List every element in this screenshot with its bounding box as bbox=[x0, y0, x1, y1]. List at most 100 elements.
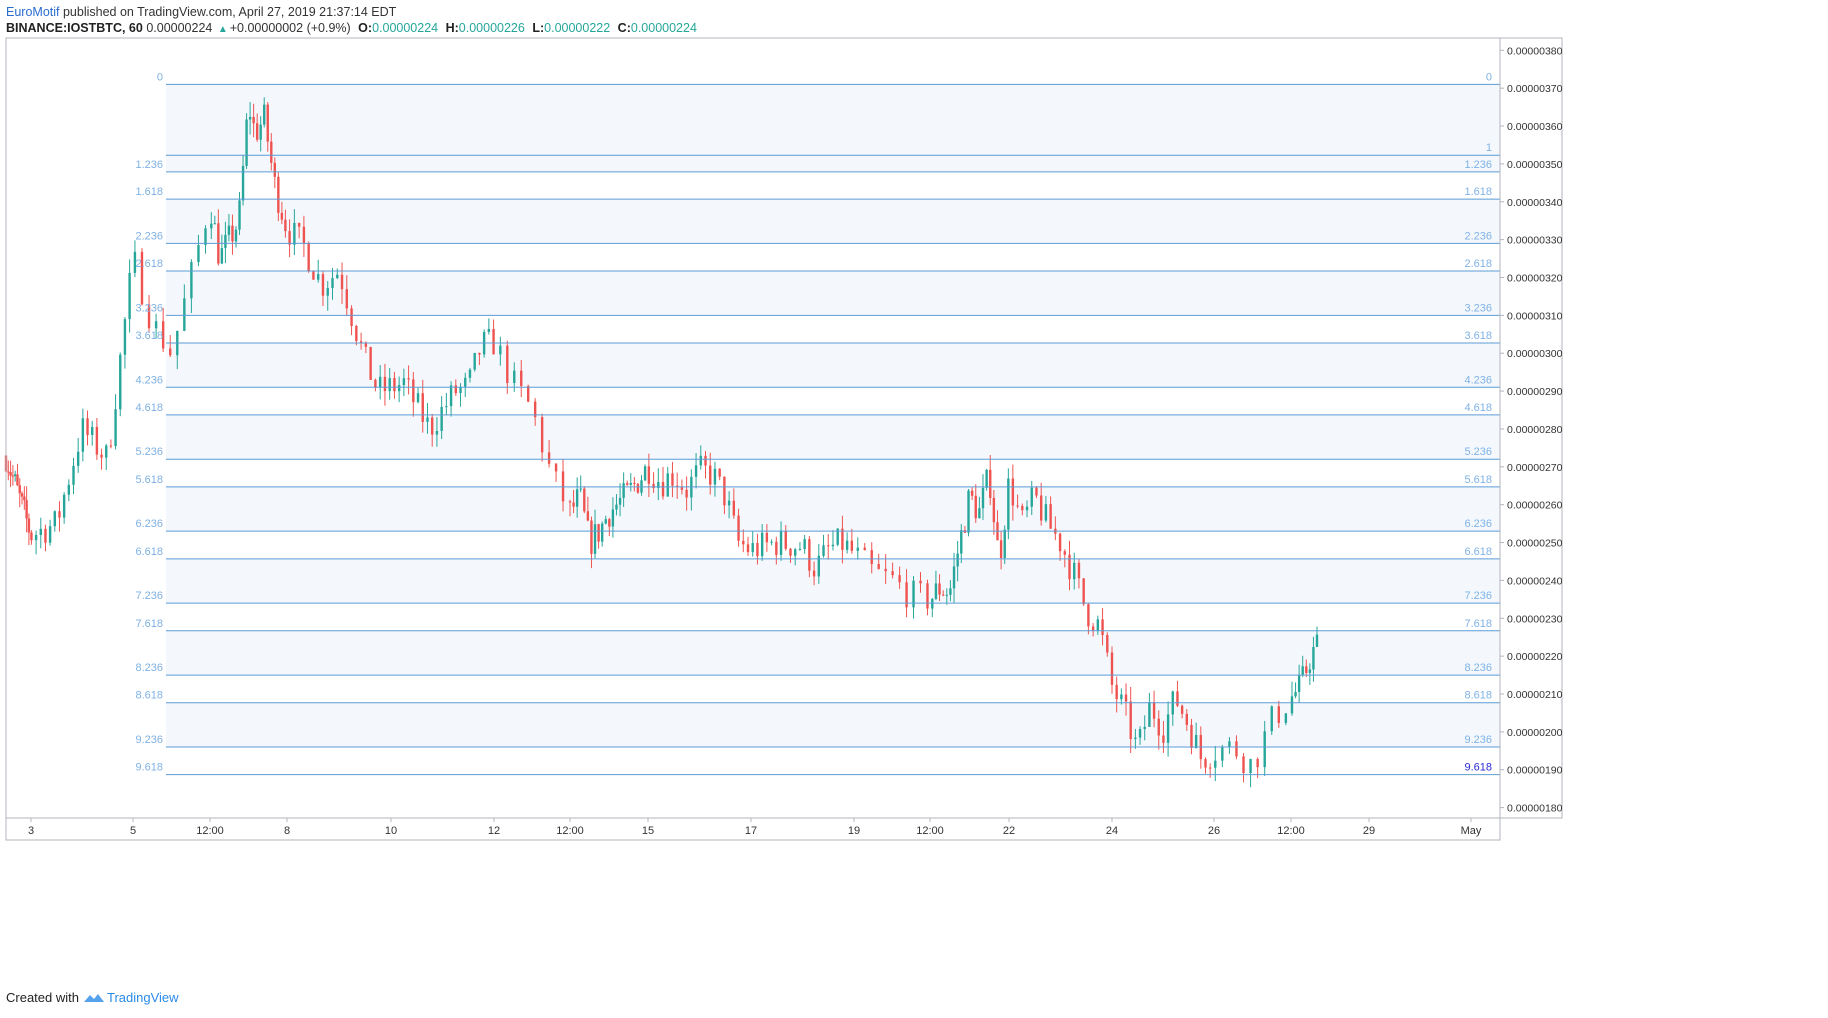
tradingview-icon bbox=[83, 993, 104, 1002]
price-change: +0.00000002 (+0.9%) bbox=[229, 21, 351, 35]
fib-band bbox=[166, 558, 1500, 604]
close-label: C: bbox=[617, 21, 631, 35]
fib-level-label-right: 8.618 bbox=[1464, 690, 1492, 702]
candle-body bbox=[266, 104, 269, 142]
price-tick-label: 0.00000200 bbox=[1507, 727, 1563, 739]
candle-body bbox=[23, 496, 26, 501]
candle-body bbox=[636, 483, 640, 493]
candle-body bbox=[183, 298, 186, 331]
candle-body bbox=[302, 226, 306, 244]
candle-body bbox=[1110, 652, 1114, 685]
candle-body bbox=[737, 515, 740, 541]
candle-body bbox=[1162, 735, 1165, 743]
price-tick-label: 0.00000380 bbox=[1507, 45, 1563, 57]
candle-body bbox=[169, 348, 172, 356]
candle-body bbox=[675, 485, 679, 487]
close-value: 0.00000224 bbox=[630, 21, 697, 35]
candle-body bbox=[388, 377, 391, 392]
price-axis[interactable]: 0.00000380 0.00000370 0.00000360 0.00000350… bbox=[1500, 45, 1563, 815]
ohlc-line: BINANCE:IOSTBTC, 60 0.00000224 ▲ +0.00000… bbox=[6, 20, 697, 36]
price-tick-label: 0.00000280 bbox=[1507, 424, 1563, 436]
candle-body bbox=[974, 495, 977, 519]
candle-body bbox=[1039, 495, 1043, 521]
candle-body bbox=[445, 406, 448, 408]
candle-body bbox=[280, 212, 284, 220]
candle-body bbox=[364, 342, 368, 347]
fib-level-label-right: 6.236 bbox=[1464, 518, 1492, 530]
candle-body bbox=[402, 378, 406, 386]
author-link[interactable]: EuroMotif bbox=[6, 5, 60, 19]
candle-body bbox=[293, 222, 296, 245]
fib-extension-levels[interactable]: 0 0 1 1.236 1.236 1.618 1.618 2.236 2.236 2.618 2.… bbox=[135, 71, 1500, 776]
candle-body bbox=[1148, 702, 1151, 727]
tradingview-logo[interactable]: TradingView bbox=[83, 990, 179, 1005]
candle-body bbox=[1308, 669, 1312, 673]
candle-body bbox=[1021, 505, 1024, 511]
fib-level-label-left: 1.236 bbox=[135, 159, 163, 171]
candle-body bbox=[931, 598, 934, 609]
candle-body bbox=[119, 354, 122, 410]
open-label: O: bbox=[358, 21, 373, 35]
candle-body bbox=[355, 326, 358, 342]
candle-body bbox=[794, 549, 797, 556]
candle-body bbox=[114, 409, 117, 447]
time-axis[interactable]: 3 5 12:00 8 10 12 12:00 15 17 19 12:00 22 24 26 12:00 2… bbox=[28, 818, 1482, 837]
candle-body bbox=[326, 288, 329, 296]
candle-body bbox=[140, 251, 144, 305]
time-tick-label: 15 bbox=[642, 825, 654, 837]
candle-body bbox=[321, 274, 325, 296]
candle-body bbox=[67, 484, 71, 495]
time-tick-label: 8 bbox=[284, 825, 290, 837]
candle-body bbox=[586, 511, 590, 521]
chart-header: EuroMotif published on TradingView.com, … bbox=[6, 4, 697, 36]
price-tick-label: 0.00000320 bbox=[1507, 272, 1563, 284]
candle-body bbox=[1208, 767, 1212, 769]
candle-body bbox=[204, 228, 207, 246]
candle-body bbox=[845, 540, 849, 550]
candle-body bbox=[426, 417, 429, 422]
candle-body bbox=[123, 319, 127, 355]
candle-body bbox=[657, 482, 660, 489]
candle-body bbox=[989, 469, 992, 498]
candle-body bbox=[39, 528, 42, 535]
fib-level-label-left: 3.618 bbox=[135, 330, 163, 342]
candle-body bbox=[20, 493, 24, 497]
candle-body bbox=[86, 418, 89, 435]
fib-band bbox=[166, 342, 1500, 388]
candle-body bbox=[1190, 724, 1193, 748]
candle-body bbox=[397, 385, 401, 392]
candle-body bbox=[600, 523, 604, 542]
candle-body bbox=[583, 488, 586, 512]
fib-band bbox=[166, 155, 1500, 172]
candle-body bbox=[1290, 696, 1294, 714]
fib-band bbox=[166, 84, 1500, 156]
candle-body bbox=[956, 553, 959, 567]
fib-level-label-right: 1.236 bbox=[1464, 159, 1492, 171]
time-tick-label: 12:00 bbox=[916, 825, 944, 837]
candle-body bbox=[30, 532, 33, 541]
time-tick-label: 12:00 bbox=[1277, 825, 1305, 837]
time-tick-label: 3 bbox=[28, 825, 34, 837]
fib-bands bbox=[166, 84, 1500, 748]
candle-body bbox=[652, 483, 655, 489]
candle-body bbox=[105, 445, 108, 458]
candle-body bbox=[234, 229, 238, 242]
candle-body bbox=[1106, 635, 1109, 653]
candle-body bbox=[492, 328, 495, 355]
fib-band bbox=[166, 271, 1500, 316]
candle-body bbox=[746, 544, 750, 553]
candle-body bbox=[604, 519, 607, 524]
price-tick-label: 0.00000190 bbox=[1507, 765, 1563, 777]
candle-body bbox=[647, 466, 651, 484]
price-tick-label: 0.00000340 bbox=[1507, 197, 1563, 209]
candle-body bbox=[1007, 478, 1010, 530]
candle-body bbox=[336, 274, 339, 279]
candle-body bbox=[709, 465, 712, 485]
candle-body bbox=[340, 274, 344, 290]
candle-body bbox=[27, 518, 31, 533]
candle-body bbox=[1049, 504, 1052, 529]
candle-body bbox=[431, 417, 434, 435]
candle-body bbox=[76, 451, 80, 466]
candle-body bbox=[967, 490, 970, 533]
